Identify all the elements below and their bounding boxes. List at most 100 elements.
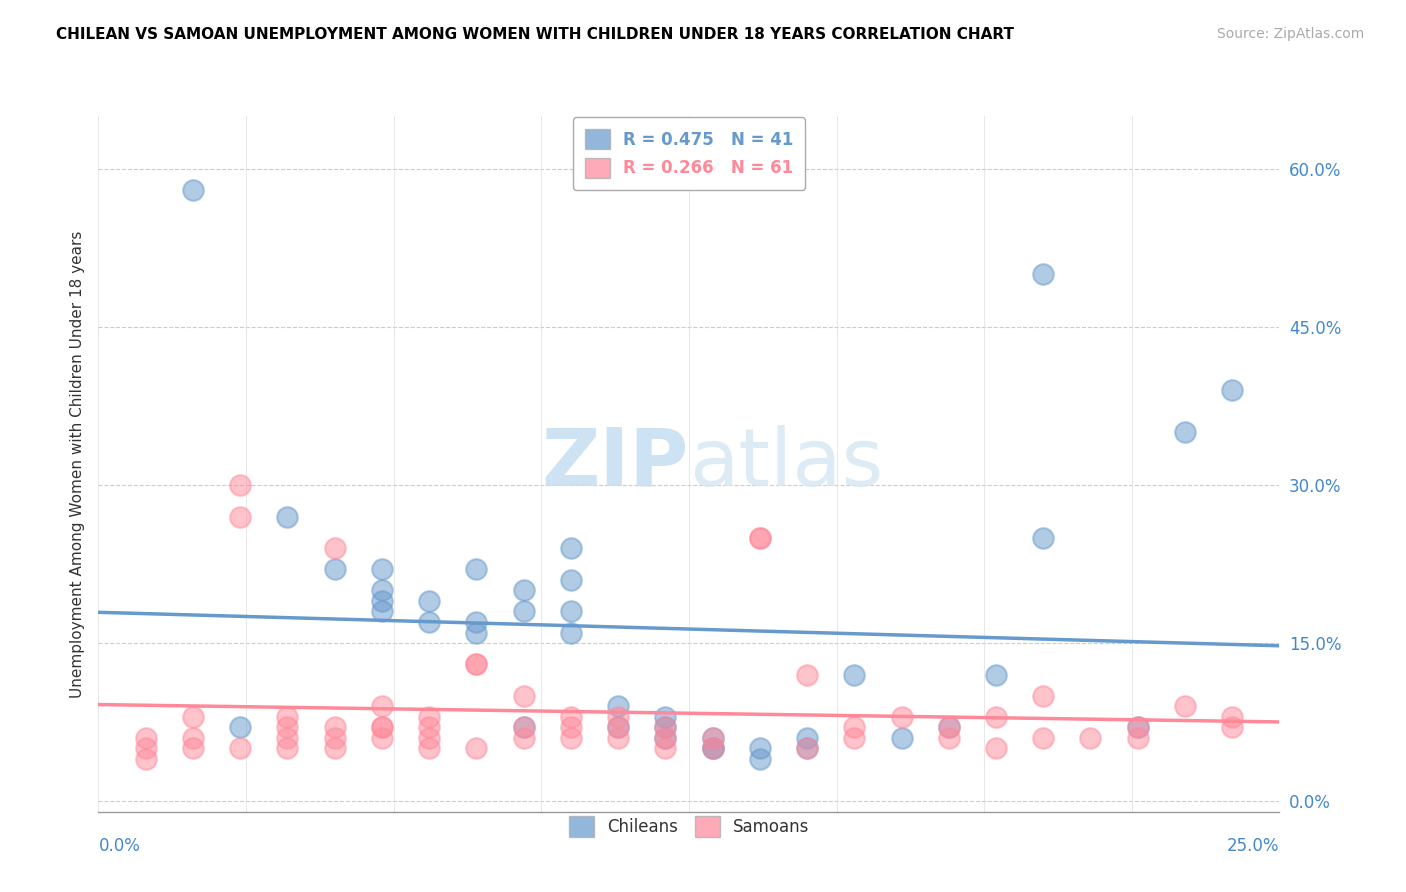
Point — [1126, 720, 1149, 734]
Text: CHILEAN VS SAMOAN UNEMPLOYMENT AMONG WOMEN WITH CHILDREN UNDER 18 YEARS CORRELAT: CHILEAN VS SAMOAN UNEMPLOYMENT AMONG WOM… — [56, 27, 1014, 42]
Point — [465, 625, 488, 640]
Point — [560, 541, 582, 556]
Point — [465, 562, 488, 576]
Point — [371, 583, 394, 598]
Point — [938, 720, 960, 734]
Point — [512, 583, 534, 598]
Point — [748, 752, 770, 766]
Point — [465, 615, 488, 629]
Point — [654, 741, 676, 756]
Point — [229, 509, 252, 524]
Point — [371, 699, 394, 714]
Point — [654, 731, 676, 745]
Legend: Chileans, Samoans: Chileans, Samoans — [561, 808, 817, 845]
Point — [276, 710, 298, 724]
Point — [418, 731, 440, 745]
Point — [418, 741, 440, 756]
Point — [323, 741, 346, 756]
Point — [181, 731, 204, 745]
Point — [276, 731, 298, 745]
Point — [654, 720, 676, 734]
Point — [748, 741, 770, 756]
Text: Source: ZipAtlas.com: Source: ZipAtlas.com — [1216, 27, 1364, 41]
Point — [607, 720, 630, 734]
Point — [560, 731, 582, 745]
Point — [418, 594, 440, 608]
Point — [1174, 425, 1197, 440]
Point — [371, 562, 394, 576]
Point — [607, 710, 630, 724]
Point — [229, 741, 252, 756]
Text: 25.0%: 25.0% — [1227, 837, 1279, 855]
Point — [371, 604, 394, 618]
Point — [702, 741, 724, 756]
Point — [938, 720, 960, 734]
Point — [229, 478, 252, 492]
Point — [135, 731, 157, 745]
Point — [844, 731, 866, 745]
Point — [796, 731, 818, 745]
Point — [984, 667, 1007, 681]
Point — [418, 710, 440, 724]
Point — [844, 667, 866, 681]
Point — [276, 741, 298, 756]
Point — [560, 625, 582, 640]
Point — [654, 731, 676, 745]
Point — [1220, 383, 1243, 397]
Point — [181, 741, 204, 756]
Point — [512, 604, 534, 618]
Point — [465, 741, 488, 756]
Point — [323, 562, 346, 576]
Point — [229, 720, 252, 734]
Point — [890, 710, 912, 724]
Point — [844, 720, 866, 734]
Point — [984, 741, 1007, 756]
Point — [135, 741, 157, 756]
Point — [702, 731, 724, 745]
Point — [654, 720, 676, 734]
Point — [560, 720, 582, 734]
Point — [276, 509, 298, 524]
Point — [465, 657, 488, 672]
Point — [654, 710, 676, 724]
Point — [135, 752, 157, 766]
Point — [512, 720, 534, 734]
Point — [371, 720, 394, 734]
Text: ZIP: ZIP — [541, 425, 689, 503]
Point — [1032, 267, 1054, 281]
Point — [796, 667, 818, 681]
Point — [607, 731, 630, 745]
Text: 0.0%: 0.0% — [98, 837, 141, 855]
Point — [796, 741, 818, 756]
Point — [890, 731, 912, 745]
Point — [323, 541, 346, 556]
Point — [607, 720, 630, 734]
Point — [276, 720, 298, 734]
Point — [1174, 699, 1197, 714]
Point — [181, 710, 204, 724]
Point — [323, 720, 346, 734]
Point — [796, 741, 818, 756]
Point — [465, 657, 488, 672]
Point — [560, 710, 582, 724]
Point — [1220, 710, 1243, 724]
Point — [1032, 531, 1054, 545]
Point — [702, 731, 724, 745]
Point — [181, 183, 204, 197]
Point — [560, 604, 582, 618]
Point — [1032, 689, 1054, 703]
Point — [748, 531, 770, 545]
Point — [1126, 731, 1149, 745]
Point — [1080, 731, 1102, 745]
Point — [702, 741, 724, 756]
Point — [748, 531, 770, 545]
Point — [607, 699, 630, 714]
Point — [702, 741, 724, 756]
Text: atlas: atlas — [689, 425, 883, 503]
Y-axis label: Unemployment Among Women with Children Under 18 years: Unemployment Among Women with Children U… — [69, 230, 84, 698]
Point — [323, 731, 346, 745]
Point — [984, 710, 1007, 724]
Point — [418, 720, 440, 734]
Point — [371, 720, 394, 734]
Point — [418, 615, 440, 629]
